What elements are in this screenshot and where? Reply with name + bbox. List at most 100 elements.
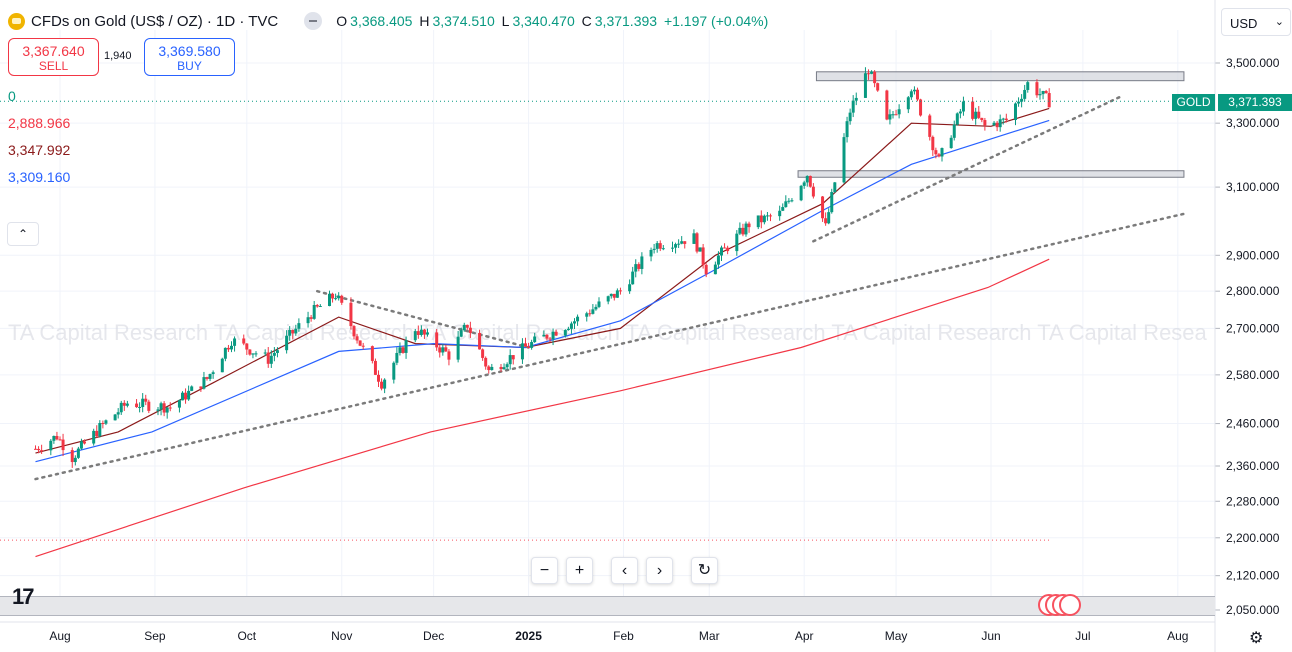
candle-body	[1020, 98, 1024, 102]
candle-body	[380, 381, 384, 389]
candle-body	[698, 247, 702, 252]
candle-body	[211, 372, 215, 375]
candle-body	[955, 113, 959, 125]
symbol-title[interactable]: CFDs on Gold (US$ / OZ) · 1D · TVC	[31, 12, 279, 30]
candle-body	[49, 440, 53, 451]
minimize-legend-icon[interactable]	[304, 12, 323, 30]
candle-body	[928, 115, 932, 137]
candle-body	[747, 223, 751, 228]
y-tick-label: 3,500.000	[1226, 56, 1280, 70]
candle-body	[554, 331, 558, 336]
candle-body	[263, 352, 267, 354]
close-key: C	[581, 13, 592, 29]
sell-button[interactable]: 3,367.640 SELL	[8, 38, 99, 76]
candle-body	[888, 114, 892, 120]
x-tick-label: Aug	[49, 629, 70, 643]
sell-label: SELL	[38, 59, 69, 73]
candle-body	[723, 247, 727, 249]
candle-body	[677, 243, 681, 245]
candle-body	[58, 439, 62, 441]
candle-body	[297, 323, 301, 329]
candle-body	[266, 352, 270, 364]
candle-body	[1004, 118, 1008, 121]
candle-body	[980, 117, 984, 121]
currency-select[interactable]: USD ⌄	[1221, 8, 1291, 36]
candle-body	[392, 362, 396, 380]
candle-body	[658, 243, 662, 249]
candle-body	[383, 379, 387, 389]
zoom-in-button[interactable]: +	[566, 557, 593, 584]
zoom-out-button[interactable]: −	[531, 557, 558, 584]
candle-body	[337, 295, 341, 299]
candle-body	[637, 264, 641, 269]
candle-body	[634, 264, 638, 272]
candle-body	[456, 336, 460, 360]
gold-symbol-icon	[8, 12, 25, 30]
y-tick-label: 3,100.000	[1226, 180, 1280, 194]
candle-body	[490, 366, 494, 371]
candle-body	[845, 121, 849, 138]
last-price-label: 3,371.393	[1218, 94, 1292, 111]
candle-body	[631, 271, 635, 285]
tradingview-logo[interactable]: 17	[12, 584, 35, 609]
open-key: O	[336, 13, 348, 29]
candle-body	[340, 295, 344, 303]
candle-body	[202, 377, 206, 389]
candle-body	[141, 398, 145, 407]
candle-body	[184, 392, 188, 400]
candle-body	[952, 124, 956, 138]
candle-body	[821, 196, 825, 219]
candle-body	[597, 301, 601, 307]
candle-body	[628, 284, 632, 292]
candle-body	[778, 210, 782, 217]
candle-body	[671, 247, 674, 249]
candle-body	[640, 256, 644, 269]
candle-body	[573, 321, 576, 324]
candle-body	[419, 329, 423, 335]
scroll-left-button[interactable]: ‹	[611, 557, 638, 584]
moving-average-line	[35, 258, 1050, 558]
candle-body	[842, 137, 846, 183]
buy-button[interactable]: 3,369.580 BUY	[144, 38, 235, 76]
y-tick-label: 2,800.000	[1226, 284, 1280, 298]
candle-body	[762, 215, 766, 223]
reset-button[interactable]: ↻	[691, 557, 718, 584]
candle-body	[205, 377, 209, 379]
high-key: H	[419, 13, 430, 29]
candle-body	[220, 358, 224, 373]
candle-body	[716, 255, 720, 265]
candle-body	[248, 349, 252, 355]
candle-body	[349, 302, 353, 327]
candle-body	[168, 407, 172, 409]
scroll-right-button[interactable]: ›	[646, 557, 673, 584]
x-tick-label: Jun	[981, 629, 1000, 643]
y-tick-label: 2,580.000	[1226, 368, 1280, 382]
collapse-legend-button[interactable]: ⌃	[7, 222, 39, 246]
y-tick-label: 2,050.000	[1226, 603, 1280, 617]
spread-value: 1,940	[104, 50, 132, 62]
candle-body	[692, 233, 696, 244]
candle-body	[254, 353, 258, 355]
candle-body	[649, 249, 653, 257]
candle-body	[674, 244, 678, 248]
candle-body	[958, 111, 962, 114]
y-tick-label: 2,900.000	[1226, 248, 1280, 262]
close-value: 3,371.393	[594, 13, 658, 29]
candle-body	[230, 345, 233, 350]
candle-body	[416, 331, 420, 335]
candle-body	[784, 201, 788, 208]
candle-body	[190, 386, 194, 391]
candle-body	[285, 335, 289, 351]
candle-body	[909, 91, 913, 98]
low-key: L	[501, 13, 510, 29]
candle-body	[738, 227, 742, 234]
candle-body	[352, 326, 356, 337]
candle-body	[1017, 101, 1021, 104]
candle-body	[695, 233, 699, 252]
candle-body	[863, 73, 867, 98]
chart-navigation: − + ‹ › ↻	[531, 557, 726, 584]
gear-icon[interactable]: ⚙	[1249, 630, 1264, 647]
candle-body	[40, 450, 44, 452]
candle-body	[147, 401, 151, 411]
